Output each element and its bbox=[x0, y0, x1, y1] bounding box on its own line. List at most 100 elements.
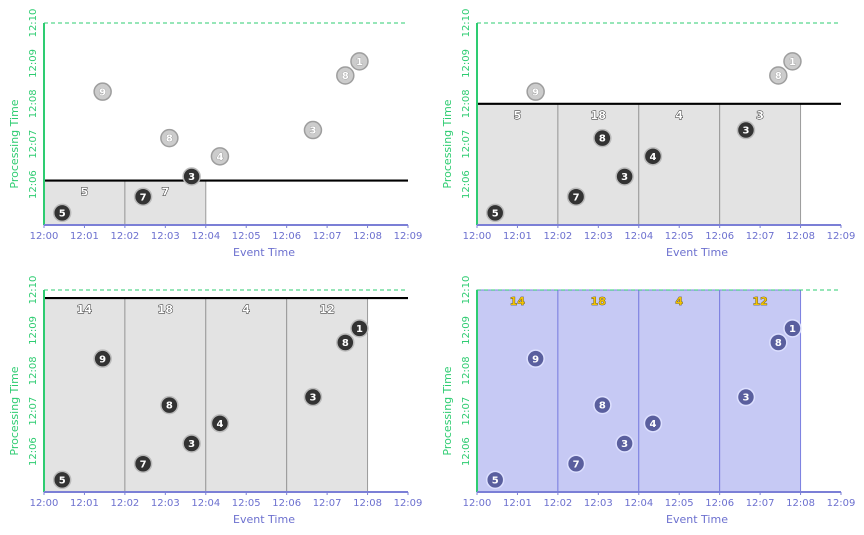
data-point-circle bbox=[133, 187, 153, 206]
y-tick-label: 12:09 bbox=[461, 49, 472, 78]
window-sum-label: 18 bbox=[158, 303, 173, 316]
x-tick-label: 12:06 bbox=[272, 231, 301, 242]
x-tick-label: 12:01 bbox=[70, 498, 99, 509]
data-point-circle bbox=[736, 120, 756, 140]
data-point: 4 bbox=[210, 147, 230, 166]
data-point: 7 bbox=[133, 187, 153, 206]
data-point-circle bbox=[769, 333, 788, 352]
data-point-label: 7 bbox=[140, 192, 147, 203]
window-sum-label: 14 bbox=[77, 303, 93, 316]
data-point: 5 bbox=[485, 470, 505, 490]
x-tick-label: 12:08 bbox=[353, 231, 382, 242]
data-point-circle bbox=[783, 319, 802, 338]
x-tick-label: 12:09 bbox=[827, 231, 856, 242]
data-point-circle bbox=[643, 147, 663, 166]
data-point-circle bbox=[52, 203, 72, 223]
data-point-circle bbox=[350, 319, 369, 338]
x-tick-label: 12:08 bbox=[786, 498, 815, 509]
window-sum-label: 12 bbox=[319, 303, 334, 316]
data-point-circle bbox=[210, 414, 230, 433]
data-point: 3 bbox=[303, 120, 323, 140]
x-tick-label: 12:07 bbox=[313, 231, 342, 242]
x-axis-label: Event Time bbox=[233, 513, 295, 526]
y-tick-label: 12:09 bbox=[28, 316, 39, 345]
data-point-label: 5 bbox=[59, 208, 66, 219]
data-point-circle bbox=[52, 470, 72, 490]
data-point: 8 bbox=[336, 66, 355, 85]
data-point-circle bbox=[303, 120, 323, 140]
y-tick-label: 12:08 bbox=[461, 89, 472, 118]
window-sum-label: 14 bbox=[510, 295, 526, 308]
y-tick-label: 12:10 bbox=[461, 9, 472, 38]
data-point-circle bbox=[350, 52, 369, 71]
data-point-circle bbox=[93, 349, 112, 368]
x-tick-label: 12:02 bbox=[110, 498, 139, 509]
window-sum-label: 12 bbox=[752, 295, 767, 308]
x-tick-label: 12:02 bbox=[543, 498, 572, 509]
data-point: 9 bbox=[93, 349, 112, 368]
data-point-circle bbox=[182, 167, 201, 186]
data-point: 4 bbox=[643, 147, 663, 166]
data-point-label: 5 bbox=[492, 208, 499, 219]
data-point-label: 5 bbox=[59, 475, 66, 486]
data-point: 7 bbox=[566, 454, 586, 473]
y-axis-label: Processing Time bbox=[441, 99, 454, 188]
data-point-label: 3 bbox=[309, 393, 316, 404]
y-tick-label: 12:10 bbox=[461, 276, 472, 305]
x-tick-label: 12:01 bbox=[503, 231, 532, 242]
x-tick-label: 12:05 bbox=[232, 231, 261, 242]
data-point-label: 9 bbox=[99, 354, 106, 365]
data-point-circle bbox=[526, 349, 545, 368]
data-point: 3 bbox=[182, 167, 201, 186]
y-tick-label: 12:09 bbox=[461, 316, 472, 345]
data-point-circle bbox=[593, 395, 612, 415]
data-point-label: 8 bbox=[342, 338, 349, 349]
x-tick-label: 12:08 bbox=[353, 498, 382, 509]
data-point-label: 1 bbox=[789, 57, 796, 68]
data-point-label: 8 bbox=[599, 401, 606, 412]
y-tick-label: 12:08 bbox=[28, 89, 39, 118]
y-tick-label: 12:07 bbox=[461, 397, 472, 426]
data-point-label: 8 bbox=[166, 134, 173, 145]
data-point-label: 9 bbox=[532, 87, 539, 98]
x-tick-label: 12:06 bbox=[272, 498, 301, 509]
y-tick-label: 12:08 bbox=[461, 356, 472, 385]
chart-panel-2: 5 18 4 312:00 12:01 12:02 12:03 12:04 12:05 12:06… bbox=[441, 9, 855, 259]
data-point: 9 bbox=[526, 349, 545, 368]
window-sum-label: 3 bbox=[756, 109, 764, 122]
data-point-label: 4 bbox=[649, 419, 656, 430]
x-tick-label: 12:07 bbox=[746, 231, 775, 242]
data-point-label: 3 bbox=[742, 126, 749, 137]
data-point-label: 3 bbox=[742, 393, 749, 404]
data-point: 5 bbox=[52, 203, 72, 223]
x-tick-label: 12:03 bbox=[151, 231, 180, 242]
x-tick-label: 12:02 bbox=[110, 231, 139, 242]
data-point-label: 1 bbox=[356, 57, 363, 68]
x-axis-label: Event Time bbox=[666, 513, 728, 526]
y-tick-label: 12:06 bbox=[461, 437, 472, 466]
data-point-circle bbox=[566, 187, 586, 206]
y-axis-label: Processing Time bbox=[8, 366, 21, 455]
data-point-circle bbox=[93, 82, 112, 101]
data-point: 5 bbox=[485, 203, 505, 223]
data-point: 3 bbox=[182, 434, 201, 453]
data-point-label: 1 bbox=[789, 324, 796, 335]
x-axis-label: Event Time bbox=[233, 246, 295, 259]
window-sum-label: 4 bbox=[675, 295, 683, 308]
data-point-circle bbox=[336, 66, 355, 85]
data-point: 8 bbox=[769, 66, 788, 85]
data-point-label: 4 bbox=[216, 419, 223, 430]
x-tick-label: 12:00 bbox=[463, 231, 492, 242]
data-point-circle bbox=[736, 387, 756, 407]
data-point: 3 bbox=[303, 387, 323, 407]
y-tick-label: 12:10 bbox=[28, 276, 39, 305]
x-tick-label: 12:09 bbox=[827, 498, 856, 509]
y-tick-label: 12:08 bbox=[28, 356, 39, 385]
x-tick-label: 12:03 bbox=[151, 498, 180, 509]
data-point-circle bbox=[160, 395, 179, 415]
window-rect bbox=[638, 289, 721, 493]
x-tick-label: 12:00 bbox=[30, 231, 59, 242]
y-tick-label: 12:07 bbox=[461, 130, 472, 159]
